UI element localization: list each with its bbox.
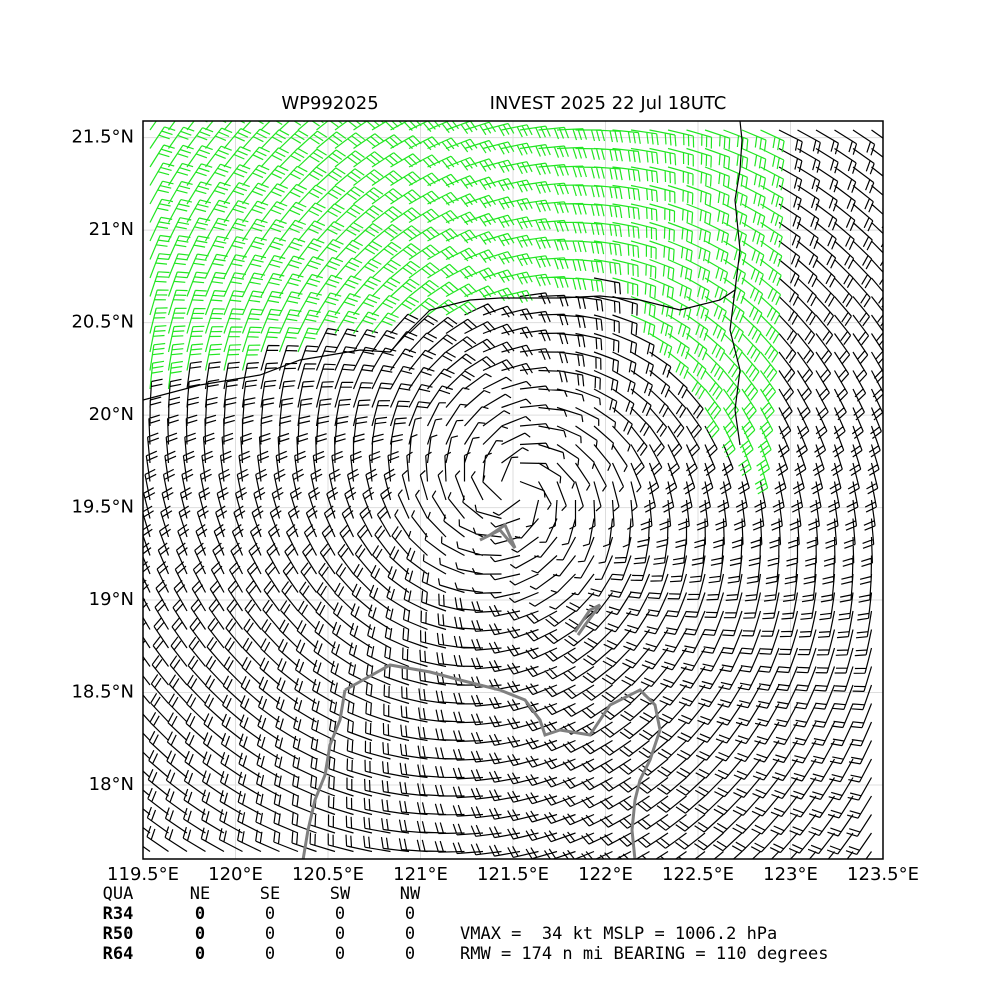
plot-frame	[142, 120, 884, 860]
row-label: R50	[103, 924, 134, 944]
y-tick-label: 20°N	[89, 404, 134, 425]
grid: 119.5°E 120°E 120.5°E 121°E 121.5°E 122°E 122.…	[71, 121, 919, 885]
table-cell: 0	[195, 904, 205, 924]
boundary-line	[729, 289, 741, 446]
table-cell: 0	[405, 924, 415, 944]
coastline	[301, 689, 347, 859]
x-tick-label: 121°E	[393, 864, 448, 885]
y-tick-label: 19.5°N	[71, 497, 134, 518]
row-label: R34	[103, 904, 134, 924]
storm-info: RMW = 174 n mi BEARING = 110 degrees	[460, 944, 828, 964]
coastline	[344, 663, 662, 859]
coastline	[573, 603, 602, 636]
y-tick-label: 21°N	[89, 219, 134, 240]
table-cell: 0	[195, 924, 205, 944]
x-tick-label: 123.5°E	[847, 864, 919, 885]
table-cell: 0	[405, 904, 415, 924]
x-tick-label: 120.5°E	[292, 864, 364, 885]
barb-layer	[143, 121, 883, 859]
table-cell: 0	[265, 944, 275, 964]
storm-id: WP992025	[281, 93, 378, 114]
x-tick-label: 121.5°E	[477, 864, 549, 885]
table-cell: 0	[335, 944, 345, 964]
boundary-line	[143, 121, 743, 401]
table-header: NW	[400, 884, 421, 904]
table-cell: 0	[195, 944, 205, 964]
map-title: INVEST 2025 22 Jul 18UTC	[490, 93, 727, 114]
storm-info: VMAX = 34 kt MSLP = 1006.2 hPa	[460, 924, 777, 944]
table-cell: 0	[335, 924, 345, 944]
row-label: R64	[103, 944, 134, 964]
y-tick-label: 18.5°N	[71, 682, 134, 703]
table-cell: 0	[265, 924, 275, 944]
table-header: QUA	[103, 884, 134, 904]
table-cell: 0	[405, 944, 415, 964]
x-tick-label: 123°E	[763, 864, 818, 885]
y-tick-label: 19°N	[89, 589, 134, 610]
wind-barbs-34kt	[149, 121, 785, 495]
table-cell: 0	[335, 904, 345, 924]
table-header: SW	[330, 884, 351, 904]
y-tick-label: 21.5°N	[71, 127, 134, 148]
table-cell: 0	[265, 904, 275, 924]
map-body	[143, 121, 883, 859]
y-tick-label: 18°N	[89, 774, 134, 795]
x-tick-label: 119.5°E	[107, 864, 179, 885]
table-header: SE	[260, 884, 280, 904]
table-header: NE	[190, 884, 210, 904]
x-tick-label: 122°E	[578, 864, 633, 885]
y-tick-label: 20.5°N	[71, 312, 134, 333]
x-tick-label: 120°E	[208, 864, 263, 885]
x-tick-label: 122.5°E	[662, 864, 734, 885]
wind-barbs	[143, 129, 883, 859]
coastline	[479, 522, 517, 549]
